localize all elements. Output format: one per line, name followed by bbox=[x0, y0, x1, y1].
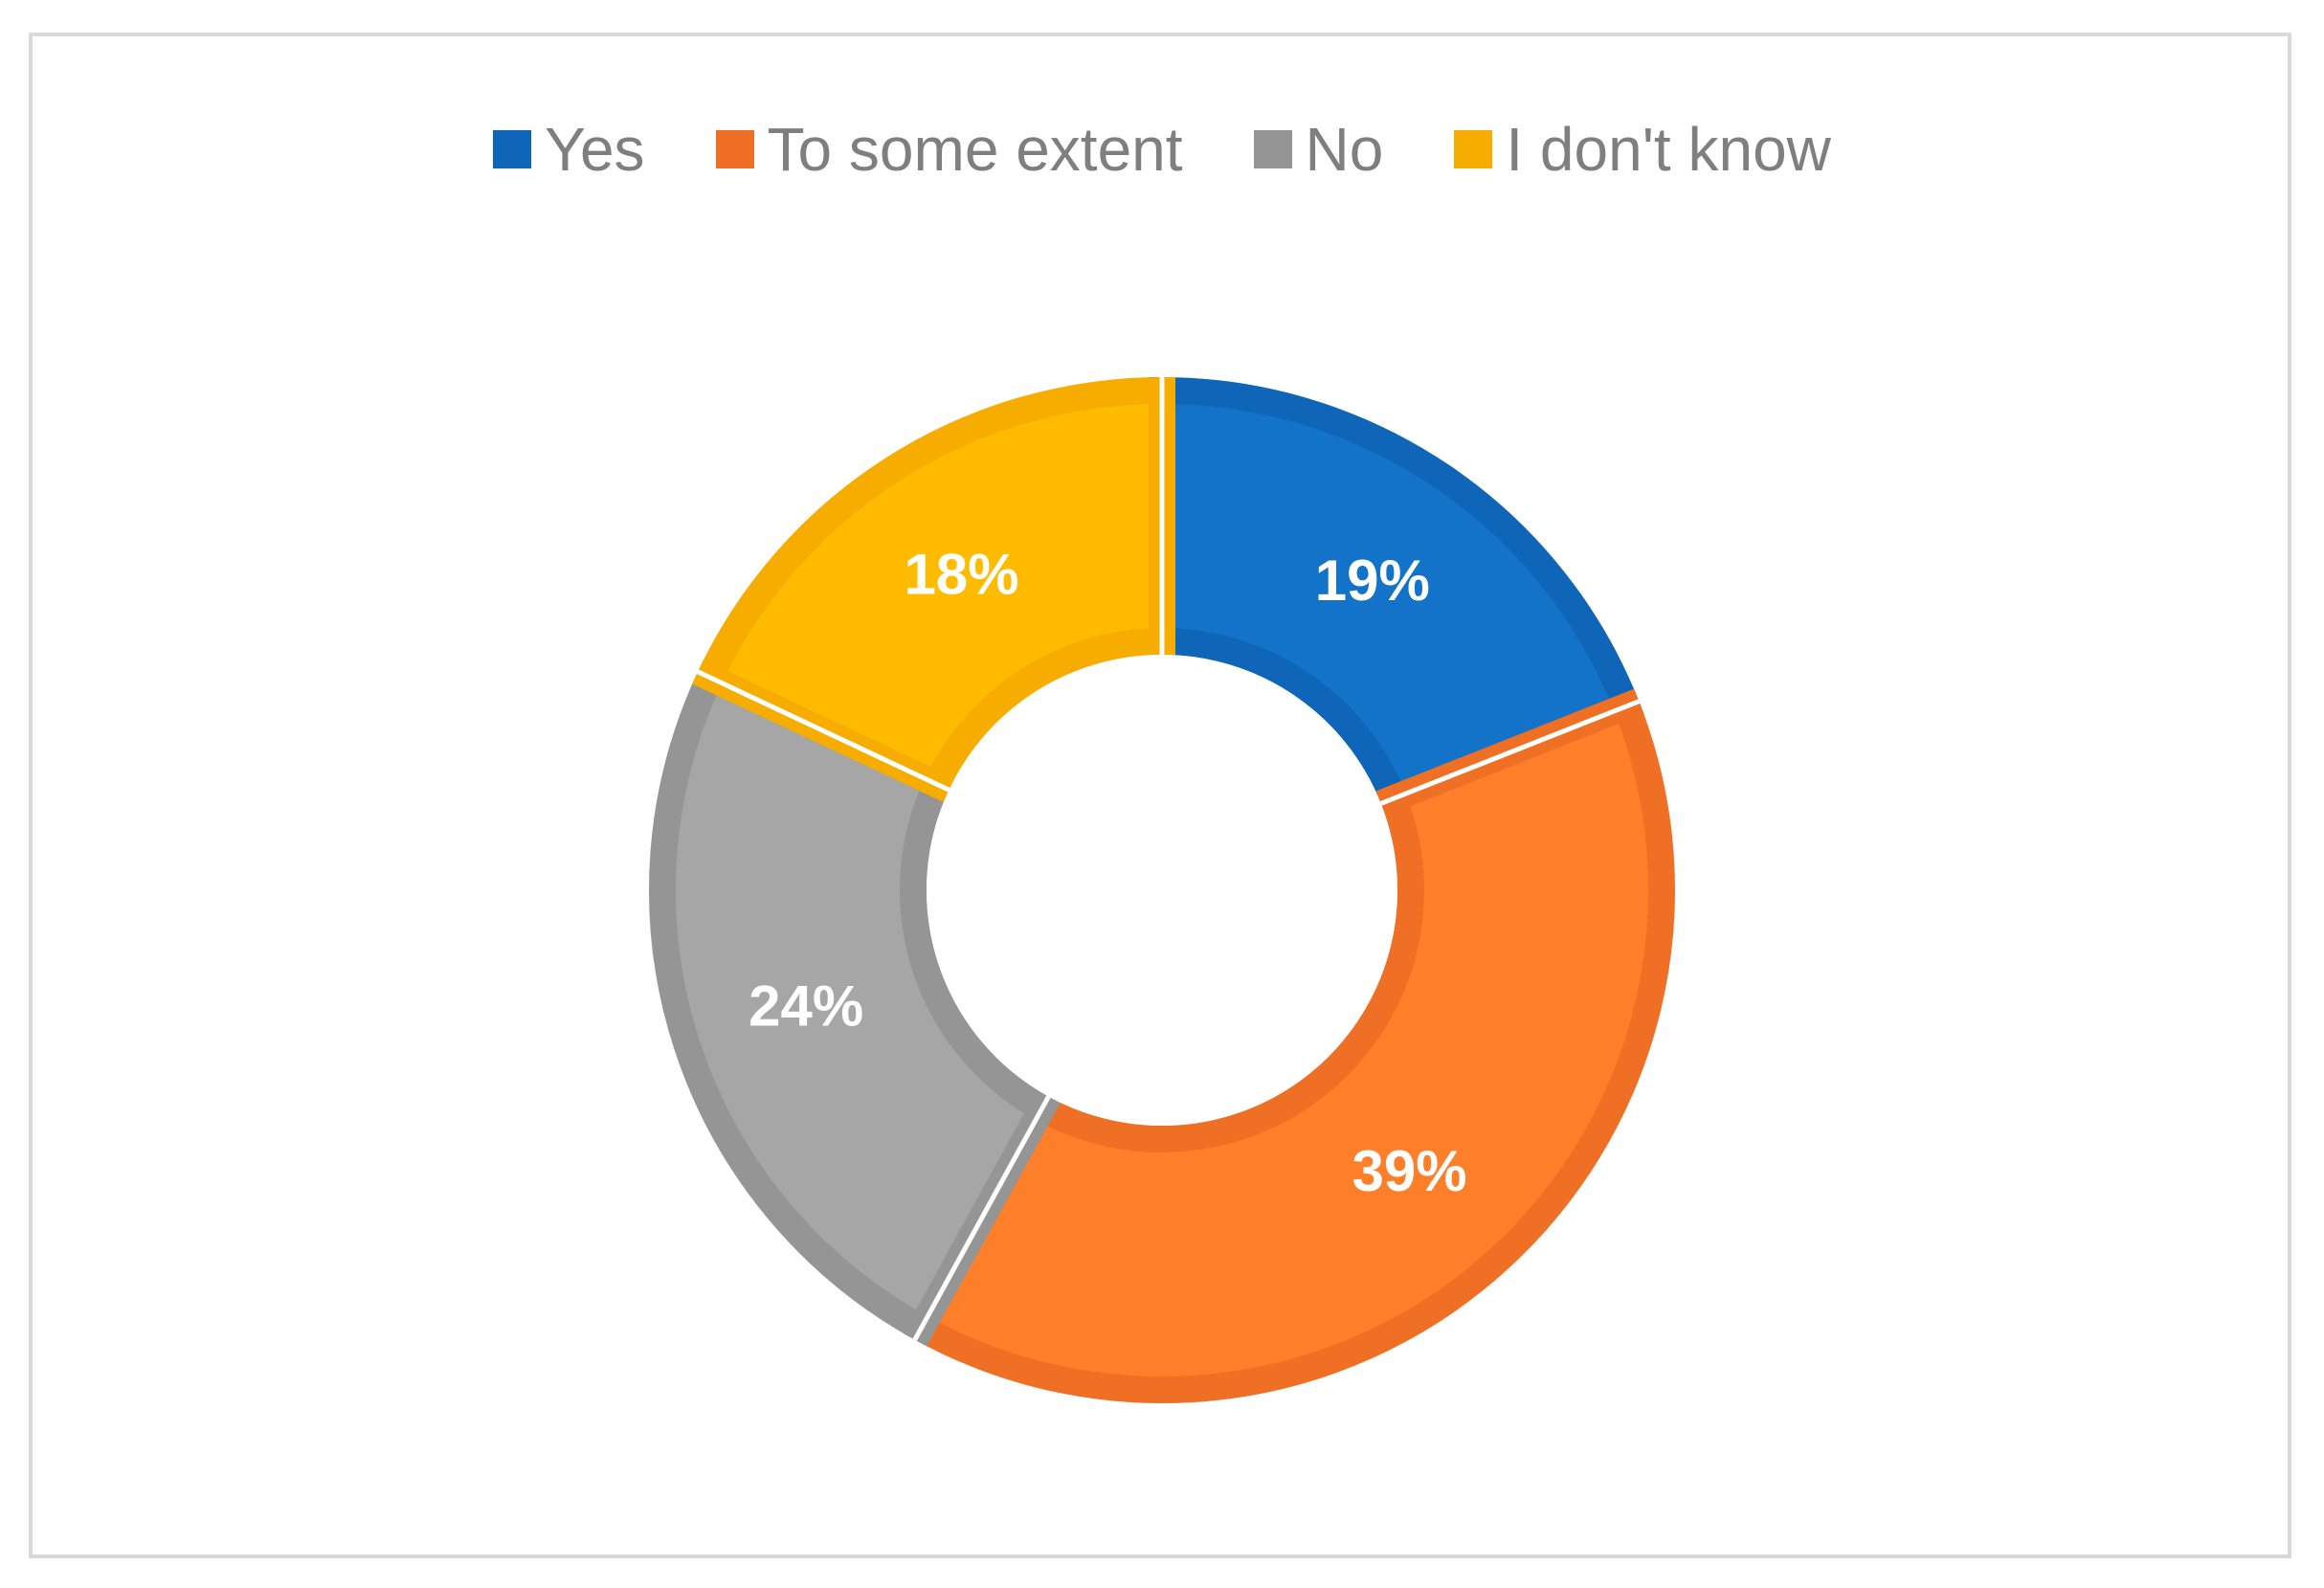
legend-label-to-some-extent: To some extent bbox=[767, 115, 1183, 184]
chart-legend: Yes To some extent No I don't know bbox=[0, 111, 2324, 188]
donut-slice-i-don-t-know bbox=[692, 376, 1175, 802]
legend-label-i-dont-know: I don't know bbox=[1506, 115, 1831, 184]
donut-slice-no bbox=[649, 660, 1061, 1347]
legend-label-yes: Yes bbox=[545, 115, 645, 184]
data-label-to-some-extent: 39% bbox=[1352, 1139, 1467, 1203]
data-label-yes: 19% bbox=[1315, 548, 1430, 613]
data-label-i-don-t-know: 18% bbox=[904, 542, 1018, 606]
legend-swatch-i-dont-know bbox=[1454, 130, 1493, 168]
legend-swatch-yes bbox=[493, 130, 532, 168]
donut-hole bbox=[927, 655, 1397, 1126]
donut-slice-yes bbox=[1149, 376, 1644, 816]
legend-swatch-no bbox=[1253, 130, 1292, 168]
slice-separator bbox=[912, 1095, 1051, 1341]
slice-separator bbox=[1379, 699, 1641, 806]
legend-item-yes: Yes bbox=[493, 115, 645, 184]
slice-separator bbox=[696, 669, 950, 793]
legend-item-i-dont-know: I don't know bbox=[1454, 119, 1831, 180]
data-label-no: 24% bbox=[749, 973, 863, 1038]
donut-slice-to-some-extent bbox=[903, 688, 1675, 1403]
legend-swatch-to-some-extent bbox=[715, 130, 754, 168]
legend-item-no: No bbox=[1253, 115, 1384, 184]
legend-label-no: No bbox=[1305, 115, 1384, 184]
legend-item-to-some-extent: To some extent bbox=[715, 115, 1183, 184]
